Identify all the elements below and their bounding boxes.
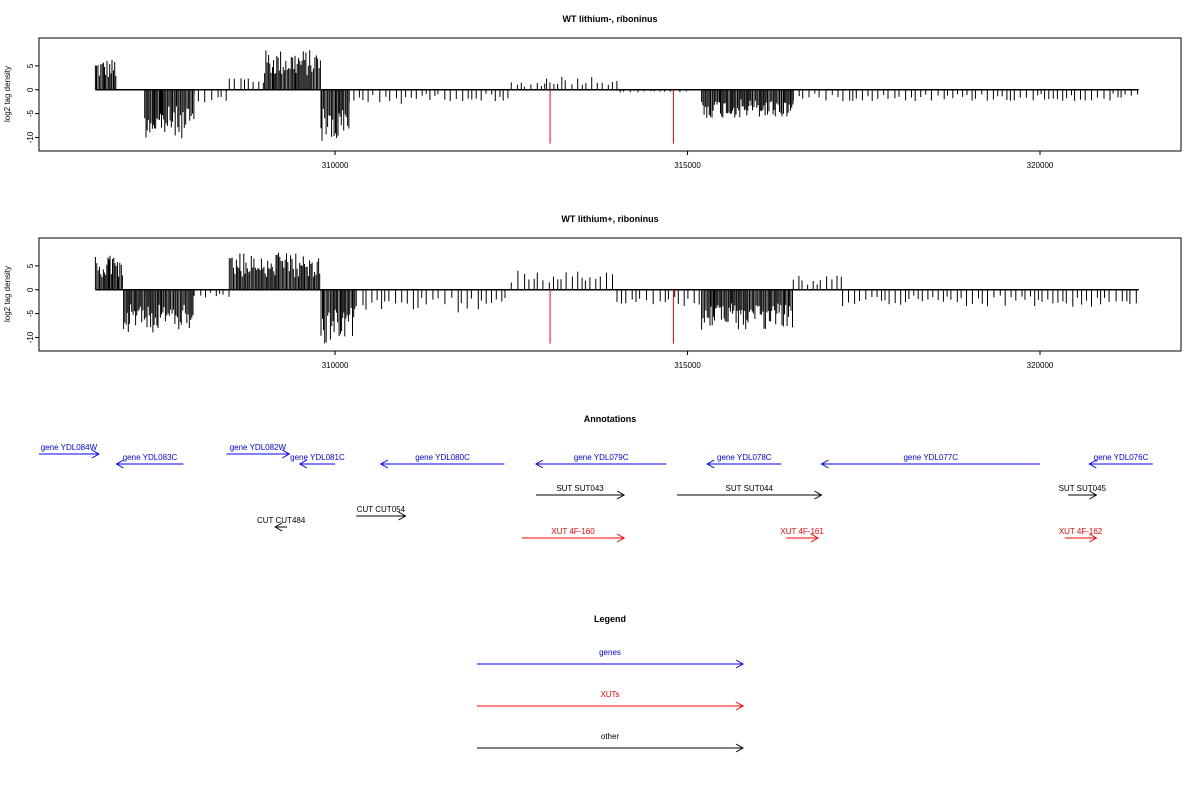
feature-arrow-head xyxy=(616,533,626,543)
feature-label: SUT SUT045 xyxy=(1059,484,1107,493)
legend-label: other xyxy=(601,732,620,741)
feature-label: gene YDL078C xyxy=(717,453,772,462)
legend-arrow-head xyxy=(735,659,745,669)
feature-arrow-head xyxy=(91,449,100,459)
legend: Legend genes XUTs other xyxy=(477,614,745,753)
feature-arrow-head xyxy=(616,490,626,500)
feature-arrow-head xyxy=(298,459,308,469)
feature-arrow-head xyxy=(282,449,291,459)
feature-label: SUT SUT044 xyxy=(726,484,774,493)
feature-label: gene YDL082W xyxy=(230,443,287,452)
legend-label: genes xyxy=(599,648,621,657)
legend-entries: genes XUTs other xyxy=(477,648,745,753)
feature-label: SUT SUT043 xyxy=(556,484,604,493)
y-tick-label: 5 xyxy=(26,63,35,68)
x-tick-label: 310000 xyxy=(322,161,349,170)
panel-1-frame xyxy=(38,37,1182,152)
y-tick-label: 5 xyxy=(26,263,35,268)
feature-arrow-head xyxy=(398,511,407,521)
feature-label: gene YDL083C xyxy=(123,453,178,462)
feature-label: gene YDL076C xyxy=(1094,453,1149,462)
feature-arrow-head xyxy=(814,490,823,500)
panel-2-plot-area: 5 0 -5 -10 310000 315000 320000 xyxy=(26,252,1139,370)
panel-2-ylabel: log2 tag density xyxy=(3,266,12,322)
y-tick-label: -10 xyxy=(26,131,35,143)
y-tick-label: -5 xyxy=(26,309,35,317)
feature-arrow-head xyxy=(379,459,389,469)
feature-label: CUT CUT054 xyxy=(357,505,406,514)
feature-label: XUT 4F-162 xyxy=(1059,527,1103,536)
feature-arrow-head xyxy=(820,459,829,469)
feature-label: CUT CUT484 xyxy=(257,516,306,525)
x-tick-label: 320000 xyxy=(1027,161,1054,170)
legend-arrow-head xyxy=(735,743,745,753)
feature-arrow-head xyxy=(1089,490,1098,500)
panel-2-title: WT lithium+, riboninus xyxy=(561,214,658,224)
legend-label: XUTs xyxy=(600,690,619,699)
feature-arrow-head xyxy=(534,459,544,469)
feature-arrow-head xyxy=(810,533,819,543)
legend-title: Legend xyxy=(594,614,626,624)
x-tick-label: 320000 xyxy=(1027,361,1054,370)
feature-label: gene YDL077C xyxy=(903,453,958,462)
feature-label: XUT 4F-160 xyxy=(551,527,595,536)
signal-panel-2: WT lithium+, riboninus log2 tag density … xyxy=(3,214,1182,370)
feature-arrow-head xyxy=(115,459,124,469)
x-tick-label: 310000 xyxy=(322,361,349,370)
x-tick-label: 315000 xyxy=(674,161,701,170)
feature-arrow-head xyxy=(274,522,283,532)
feature-arrow-head xyxy=(1089,533,1098,543)
feature-label: gene YDL080C xyxy=(415,453,470,462)
annotations-track: Annotations gene YDL084W gene YDL083C gene… xyxy=(39,414,1153,543)
legend-arrow-head xyxy=(735,701,745,711)
feature-arrow-head xyxy=(1088,459,1097,469)
y-tick-label: -5 xyxy=(26,109,35,117)
panel-1-title: WT lithium-, riboninus xyxy=(563,14,658,24)
panel-2-frame xyxy=(38,237,1182,352)
y-tick-label: -10 xyxy=(26,331,35,343)
panel-1-plot-area: 5 0 -5 -10 310000 315000 320000 xyxy=(26,50,1139,170)
y-tick-label: 0 xyxy=(26,287,35,292)
signal-panel-1: WT lithium-, riboninus log2 tag density … xyxy=(3,14,1182,170)
panel-1-ylabel: log2 tag density xyxy=(3,66,12,122)
feature-label: gene YDL084W xyxy=(41,443,98,452)
y-tick-label: 0 xyxy=(26,87,35,92)
feature-arrow-head xyxy=(706,459,715,469)
feature-label: gene YDL079C xyxy=(574,453,629,462)
annotations-title: Annotations xyxy=(584,414,637,424)
feature-label: XUT 4F-161 xyxy=(780,527,824,536)
feature-label: gene YDL081C xyxy=(290,453,345,462)
x-tick-label: 315000 xyxy=(674,361,701,370)
